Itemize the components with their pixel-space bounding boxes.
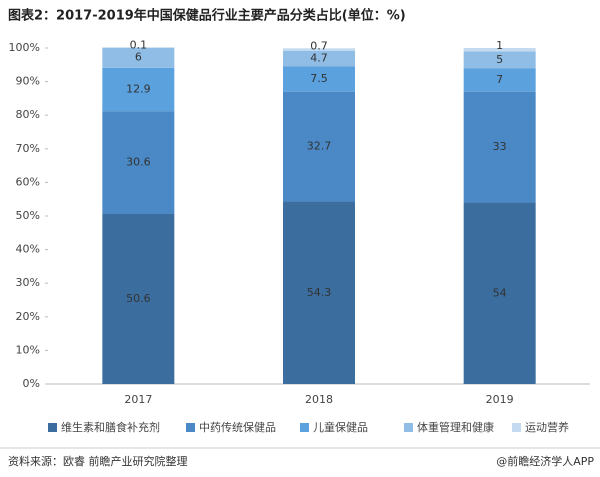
y-tick-label: 80% [16, 108, 40, 121]
data-label: 7.5 [310, 72, 328, 85]
source-note: 资料来源：欧睿 前瞻产业研究院整理 [8, 454, 188, 468]
x-tick-label: 2017 [124, 393, 152, 406]
legend-label: 体重管理和健康 [417, 420, 494, 434]
data-label: 50.6 [126, 292, 151, 305]
bar-segment [102, 111, 175, 214]
bar-segment [102, 213, 175, 384]
y-tick-label: 50% [16, 209, 40, 222]
y-tick-label: 0% [23, 377, 40, 390]
legend-swatch [186, 423, 195, 432]
bar-segment [463, 68, 536, 92]
y-tick-label: 40% [16, 243, 40, 256]
data-label: 33 [493, 140, 507, 153]
legend-label: 儿童保健品 [313, 420, 368, 434]
bar-segment [283, 66, 355, 92]
data-label: 5 [496, 53, 503, 66]
legend-swatch [404, 423, 413, 432]
y-tick-label: 90% [16, 75, 40, 88]
x-tick-label: 2018 [305, 393, 333, 406]
data-label: 0.1 [130, 38, 148, 51]
y-tick-label: 10% [16, 343, 40, 356]
data-label: 6 [135, 51, 142, 64]
data-label: 7 [496, 73, 503, 86]
data-label: 1 [496, 39, 503, 52]
y-tick-label: 60% [16, 175, 40, 188]
legend-swatch [512, 423, 521, 432]
bar-segment [463, 48, 536, 52]
bar-segment [463, 51, 536, 69]
data-label: 30.6 [126, 156, 151, 169]
bar-segment [283, 50, 355, 67]
credit: @前瞻经济学人APP [496, 454, 594, 468]
bar-segment [283, 48, 355, 51]
bar-segment [283, 201, 355, 384]
y-tick-label: 100% [9, 41, 40, 54]
data-label: 54.3 [307, 286, 332, 299]
legend-label: 中药传统保健品 [199, 420, 276, 434]
y-tick-label: 30% [16, 276, 40, 289]
data-label: 0.7 [310, 39, 328, 52]
data-label: 54 [493, 286, 507, 299]
bar-segment [283, 91, 355, 202]
y-tick-label: 70% [16, 142, 40, 155]
y-tick-label: 20% [16, 310, 40, 323]
bar-segment [102, 47, 175, 68]
data-label: 12.9 [126, 82, 151, 95]
legend-swatch [48, 423, 57, 432]
bar-segment [463, 202, 536, 384]
legend-label: 维生素和膳食补充剂 [61, 420, 160, 434]
data-label: 4.7 [310, 52, 328, 65]
legend-label: 运动营养 [525, 420, 569, 434]
data-label: 32.7 [307, 140, 332, 153]
bar-segment [102, 67, 175, 112]
chart-title: 图表2：2017-2019年中国保健品行业主要产品分类占比(单位：%) [8, 8, 406, 24]
x-tick-label: 2019 [486, 393, 514, 406]
bar-segment [463, 91, 536, 203]
legend-swatch [300, 423, 309, 432]
